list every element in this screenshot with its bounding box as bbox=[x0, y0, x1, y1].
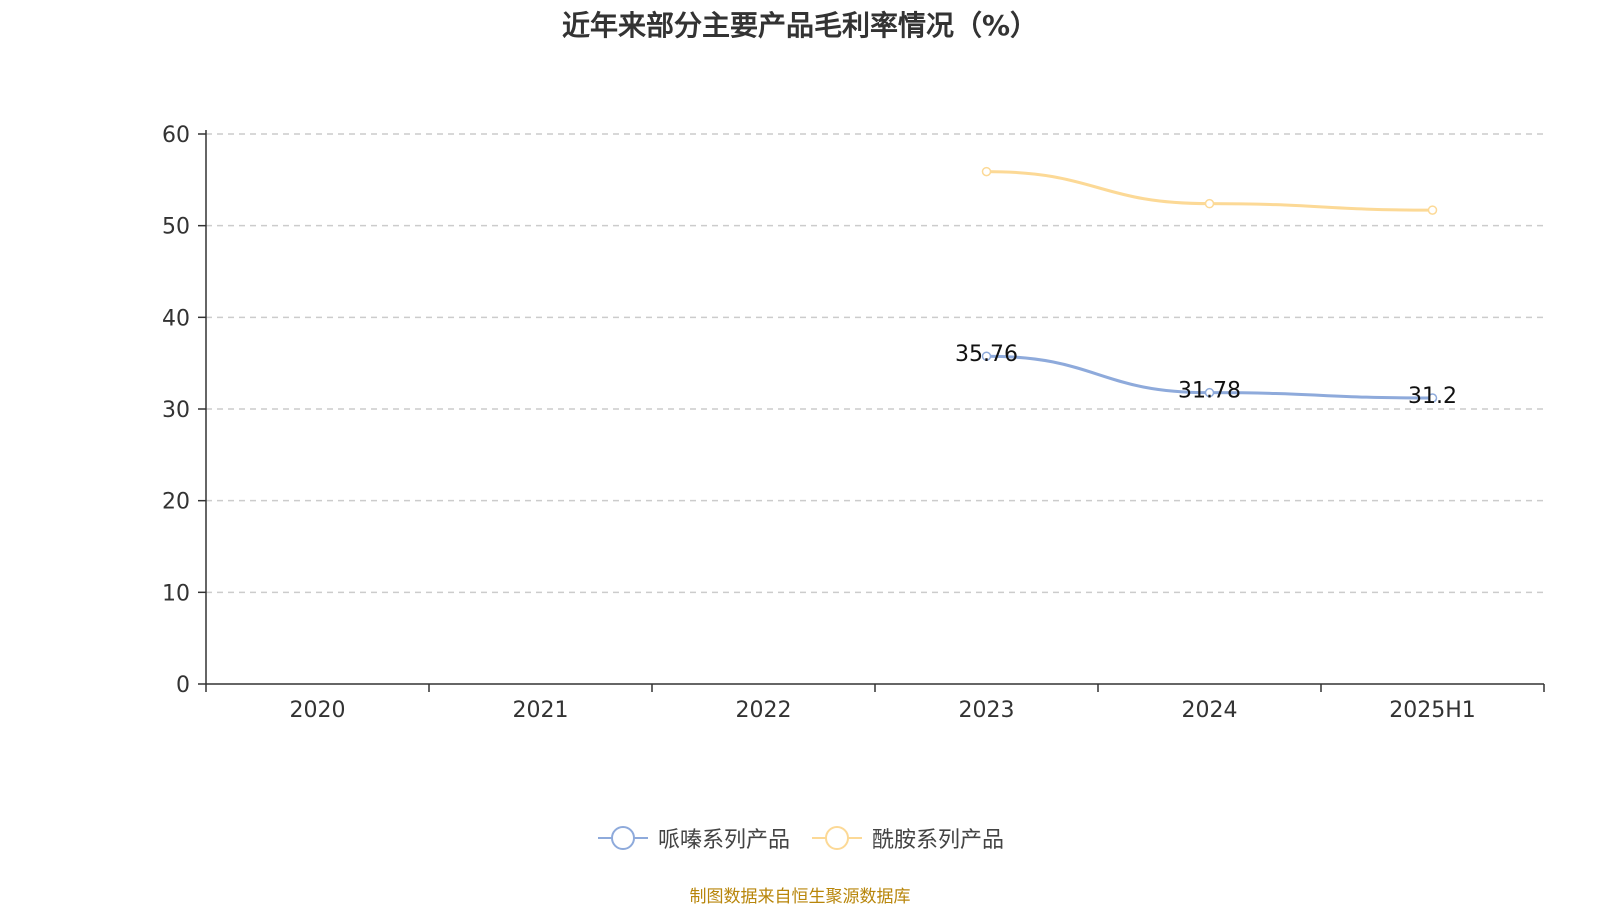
legend-item-0[interactable]: 哌嗪系列产品 bbox=[596, 822, 790, 854]
legend-marker-0 bbox=[597, 826, 648, 850]
y-tick-label-2: 20 bbox=[162, 490, 190, 515]
legend-label-1: 酰胺系列产品 bbox=[872, 828, 1005, 853]
y-tick-label-5: 50 bbox=[162, 215, 190, 240]
grid-lines bbox=[206, 133, 1544, 594]
x-tick-label-5: 2025H1 bbox=[1389, 698, 1476, 723]
legend-label-0: 哌嗪系列产品 bbox=[657, 828, 790, 853]
tick-labels: 0 10 20 30 40 50 60 2020 2021 2022 2023 2024 2025H1 bbox=[162, 123, 1476, 723]
series-1-point-4 bbox=[1204, 198, 1215, 209]
chart-title: 近年来部分主要产品毛利率情况（%） bbox=[561, 9, 1039, 42]
series-1-point-5 bbox=[1427, 205, 1438, 215]
y-tick-label-0: 0 bbox=[176, 673, 190, 698]
x-tick-label-1: 2021 bbox=[513, 698, 569, 723]
data-labels: 35.76 31.78 31.2 bbox=[955, 342, 1457, 409]
legend-marker-1 bbox=[812, 826, 862, 850]
source-note: 制图数据来自恒生聚源数据库 bbox=[689, 887, 911, 907]
y-tick-label-1: 10 bbox=[162, 581, 190, 606]
series-lines bbox=[981, 166, 1438, 403]
series-0-label-3: 35.76 bbox=[955, 342, 1018, 367]
series-0-point-4 bbox=[1204, 387, 1215, 398]
series-0-point-5 bbox=[1427, 393, 1438, 403]
legend: 哌嗪系列产品 酰胺系列产品 bbox=[0, 822, 1600, 854]
series-0-label-4: 31.78 bbox=[1178, 379, 1241, 404]
series-1-point-3 bbox=[981, 166, 992, 177]
axes bbox=[198, 130, 1545, 692]
series-0-point-3 bbox=[981, 351, 992, 361]
y-tick-label-3: 30 bbox=[162, 398, 190, 423]
x-tick-label-3: 2023 bbox=[959, 698, 1015, 723]
legend-item-1[interactable]: 酰胺系列产品 bbox=[810, 822, 1004, 854]
x-tick-label-2: 2022 bbox=[736, 698, 792, 723]
y-tick-label-6: 60 bbox=[162, 123, 190, 148]
x-tick-label-4: 2024 bbox=[1182, 698, 1238, 723]
y-tick-label-4: 40 bbox=[162, 306, 190, 331]
x-tick-label-0: 2020 bbox=[290, 698, 346, 723]
series-0-label-5: 31.2 bbox=[1408, 384, 1457, 409]
